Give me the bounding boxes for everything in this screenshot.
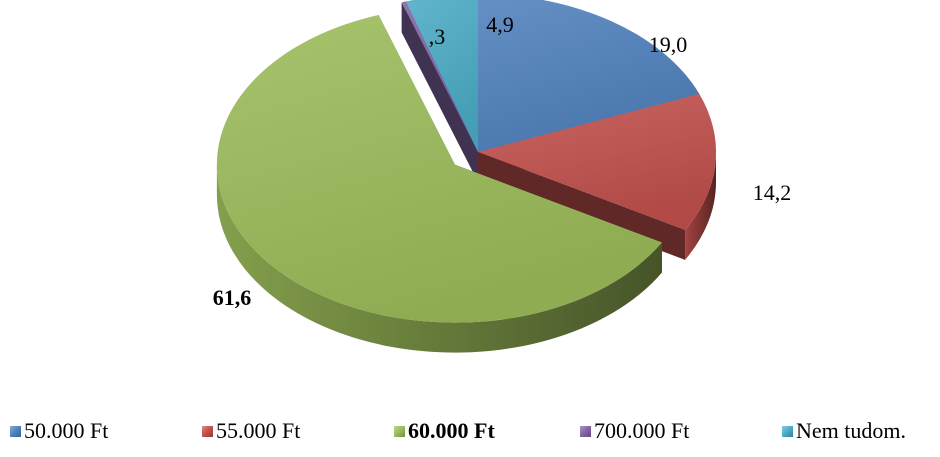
data-label: 4,9 [486, 12, 514, 37]
data-label: 14,2 [753, 180, 792, 205]
pie-slice [478, 0, 700, 152]
data-label: 61,6 [213, 285, 252, 310]
pie-slice [401, 1, 478, 153]
legend-item: 55.000 Ft [202, 413, 300, 449]
legend: 50.000 Ft 55.000 Ft 60.000 Ft 700.000 Ft… [0, 413, 940, 453]
data-label: 19,0 [649, 32, 688, 57]
pie-slice [478, 93, 716, 230]
legend-item: 700.000 Ft [580, 413, 689, 449]
legend-label: 700.000 Ft [594, 418, 690, 443]
legend-item: 50.000 Ft [10, 413, 108, 449]
legend-label: 60.000 Ft [408, 418, 495, 443]
legend-item: Nem tudom. [782, 413, 906, 449]
legend-label: 55.000 Ft [216, 418, 301, 443]
legend-label: 50.000 Ft [24, 418, 109, 443]
pie-top-layer [216, 0, 716, 323]
pie-slice-rim [685, 152, 716, 260]
legend-swatch [782, 425, 793, 437]
data-label: ,3 [429, 24, 446, 49]
legend-item: 60.000 Ft [394, 413, 495, 449]
pie-slice [405, 0, 478, 152]
pie-slice [216, 14, 662, 323]
pie-slice-rim [216, 164, 662, 353]
legend-swatch [580, 425, 591, 437]
legend-swatch [202, 425, 213, 437]
legend-swatch [10, 425, 21, 437]
legend-label: Nem tudom. [796, 418, 906, 443]
pie-slice-side [405, 1, 478, 183]
legend-swatch [394, 425, 405, 437]
data-label-layer: 19,0 14,2 61,6 ,3 4,9 [213, 12, 792, 310]
